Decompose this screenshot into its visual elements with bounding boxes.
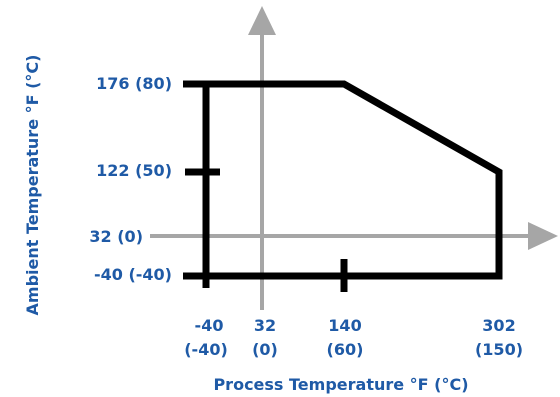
y-axis-title: Ambient Temperature °F (°C) [23,55,42,316]
operating-region [183,80,503,288]
x-tick-label-140: 140 [328,316,361,335]
y-tick-label-minus40: -40 (-40) [94,265,172,284]
x-tick-sublabel-minus40: (-40) [184,340,228,359]
tick-marks [185,168,348,292]
y-tick-label-32: 32 (0) [89,227,143,246]
x-axis-title: Process Temperature °F (°C) [213,375,468,394]
x-axis-arrowhead [528,222,558,250]
x-tick-sublabel-140: (60) [327,340,364,359]
y-tick-label-176: 176 (80) [96,74,172,93]
x-tick-label-302: 302 [482,316,515,335]
x-tick-label-32: 32 [254,316,276,335]
x-tick-label-minus40: -40 [195,316,224,335]
y-axis-arrowhead [248,6,276,35]
operating-region-boundary [202,80,503,280]
x-tick-sublabel-32: (0) [252,340,278,359]
y-tick-label-122: 122 (50) [96,161,172,180]
x-tick-sublabel-302: (150) [475,340,523,359]
